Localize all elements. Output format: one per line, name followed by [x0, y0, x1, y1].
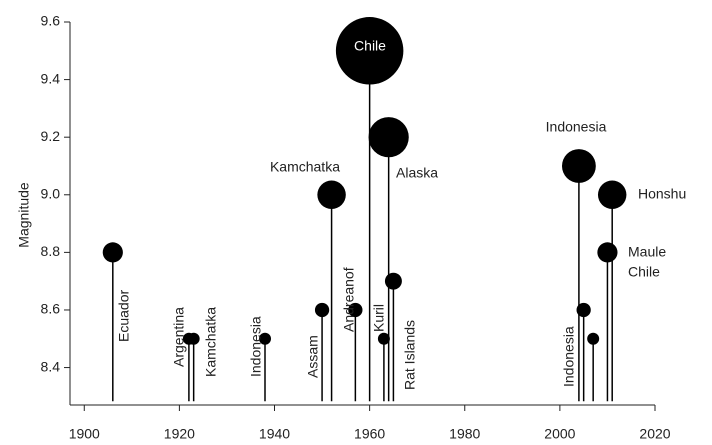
event-label: Maule [628, 244, 666, 260]
y-tick-label: 8.6 [41, 301, 61, 317]
event-label: Ecuador [116, 290, 132, 342]
event-label: Assam [305, 335, 321, 378]
event-label: Indonesia [546, 119, 607, 135]
event-label: Andreanof [341, 267, 357, 332]
x-tick-label: 2020 [639, 426, 670, 442]
event-label: Chile [354, 38, 386, 54]
x-tick-label: 1900 [69, 426, 100, 442]
marker [368, 117, 409, 158]
y-tick-label: 9.6 [41, 13, 61, 29]
x-tick-label: 1980 [449, 426, 480, 442]
marker [561, 149, 596, 183]
marker [259, 332, 271, 345]
marker [587, 332, 600, 345]
marker [348, 302, 363, 318]
marker [597, 180, 627, 210]
marker [377, 332, 390, 345]
y-axis-label: Magnitude [16, 182, 32, 248]
y-tick-label: 9.4 [41, 70, 61, 86]
event-label: Indonesia [248, 316, 264, 377]
event-label: Argentina [171, 307, 187, 367]
event-label: Indonesia [561, 326, 577, 387]
y-tick-label: 9.0 [41, 185, 61, 201]
x-tick-label: 1940 [259, 426, 290, 442]
event-label: Kuril [371, 304, 387, 332]
event-label: Rat Islands [402, 320, 418, 390]
marker [384, 272, 402, 290]
marker [187, 332, 200, 345]
marker [335, 17, 404, 85]
event-label: Kamchatka [203, 307, 219, 377]
marker [317, 180, 346, 210]
event-label: Honshu [638, 186, 686, 202]
event-label: Alaska [396, 165, 438, 181]
marker [102, 242, 123, 263]
y-tick-label: 8.8 [41, 243, 61, 259]
x-tick-label: 2000 [544, 426, 575, 442]
marker [597, 242, 618, 263]
x-tick-label: 1920 [164, 426, 195, 442]
x-tick-label: 1960 [354, 426, 385, 442]
event-label: Kamchatka [270, 159, 340, 175]
y-tick-label: 9.2 [41, 128, 61, 144]
event-label: Chile [628, 264, 660, 280]
y-tick-label: 8.4 [41, 358, 61, 374]
marker [576, 302, 591, 318]
marker [314, 302, 330, 318]
